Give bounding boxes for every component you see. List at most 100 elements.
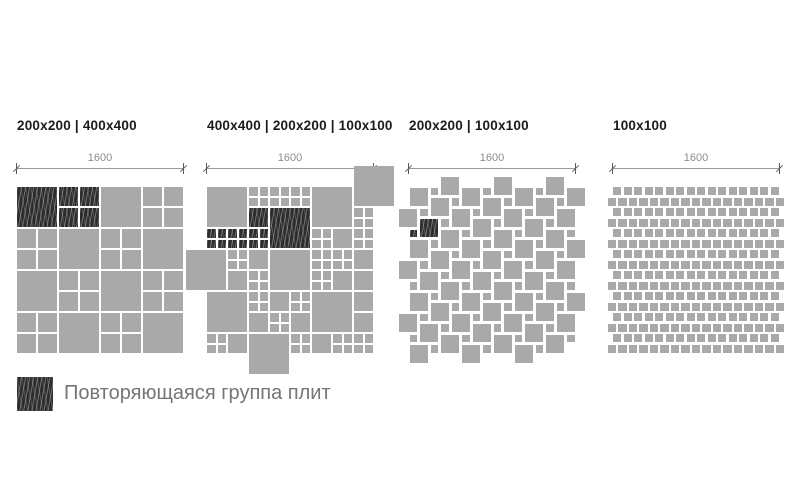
tile: [749, 187, 758, 196]
tile: [312, 334, 331, 353]
repeating-group-tile: [259, 239, 268, 248]
tile: [665, 229, 674, 238]
tile: [754, 323, 764, 332]
tile: [451, 313, 470, 332]
repeating-group-tile: [59, 208, 78, 227]
tile: [409, 345, 428, 363]
tile: [228, 271, 247, 290]
tile: [760, 250, 769, 259]
tile: [702, 260, 711, 269]
tile: [770, 229, 779, 238]
tile: [607, 260, 617, 269]
tile: [122, 334, 141, 353]
tile: [441, 177, 459, 195]
tile: [623, 229, 632, 238]
tile: [718, 229, 727, 238]
tile: [483, 240, 491, 248]
tile: [639, 260, 648, 269]
tile: [707, 229, 716, 238]
tile: [644, 292, 653, 301]
tile: [249, 197, 258, 206]
tile: [681, 239, 690, 248]
repeating-group-tile: [217, 229, 226, 238]
tile: [744, 323, 753, 332]
tile: [739, 292, 748, 301]
tile: [409, 187, 428, 206]
tile: [670, 218, 680, 227]
tile: [739, 187, 748, 196]
tile: [430, 303, 449, 321]
dimension-line: 1600: [202, 150, 378, 178]
tile: [259, 302, 268, 311]
tile: [101, 313, 120, 332]
tile: [655, 229, 664, 238]
tile: [775, 344, 785, 353]
tile: [676, 271, 685, 280]
tile: [607, 323, 617, 332]
tile: [613, 334, 622, 343]
repeating-group-tile: [409, 229, 417, 237]
tile: [765, 323, 774, 332]
dimension-line: 1600: [608, 150, 784, 178]
tile: [312, 271, 321, 280]
tile: [291, 344, 300, 353]
tile: [607, 302, 617, 311]
tile: [249, 250, 268, 269]
tile: [556, 208, 575, 227]
tile: [718, 208, 727, 217]
tile: [420, 208, 428, 216]
tile: [291, 197, 300, 206]
tile: [280, 323, 289, 332]
tile: [655, 271, 664, 280]
tile: [712, 281, 722, 290]
tile: [546, 324, 554, 332]
tile: [765, 239, 774, 248]
tile: [749, 313, 758, 322]
tile: [312, 260, 321, 269]
tile: [556, 261, 575, 279]
tile: [312, 187, 352, 227]
tile: [483, 250, 501, 269]
tile: [618, 218, 627, 227]
tile: [681, 302, 690, 311]
tile: [749, 292, 758, 301]
tile: [623, 250, 632, 259]
tile: [59, 229, 99, 269]
tile: [17, 271, 57, 311]
dimension-rule: [16, 168, 184, 169]
tile: [514, 292, 533, 311]
dimension-value: 1600: [475, 152, 509, 164]
repeating-group-tile: [228, 239, 237, 248]
tile: [723, 281, 732, 290]
tile: [38, 250, 57, 269]
tile: [312, 292, 352, 332]
tile: [504, 313, 522, 332]
tile: [739, 250, 748, 259]
tile: [301, 344, 310, 353]
tile: [697, 271, 706, 280]
tile: [451, 303, 459, 311]
tile: [765, 197, 774, 206]
tile: [312, 281, 321, 290]
tile: [718, 292, 727, 301]
tile: [399, 313, 417, 332]
tile: [613, 250, 622, 259]
tile: [665, 271, 674, 280]
tile: [493, 219, 501, 227]
tile: [702, 323, 711, 332]
tile: [259, 292, 268, 301]
repeating-group-tile: [249, 229, 258, 238]
tile: [712, 323, 722, 332]
tile: [441, 334, 459, 353]
tile: [312, 239, 321, 248]
tile: [493, 177, 512, 195]
tile: [728, 208, 737, 217]
tile: [634, 187, 643, 196]
tile: [728, 313, 737, 322]
tile: [270, 323, 279, 332]
tile: [744, 281, 753, 290]
tile: [483, 292, 491, 300]
tile: [739, 334, 748, 343]
tile: [702, 281, 711, 290]
tile: [639, 281, 648, 290]
